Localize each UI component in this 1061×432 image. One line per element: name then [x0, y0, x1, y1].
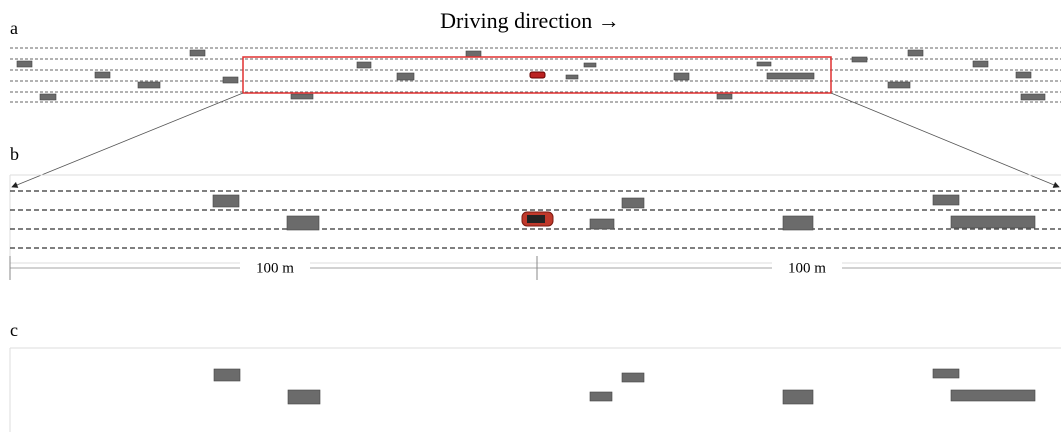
distance-label: 100 m: [256, 260, 294, 276]
panel-b: 100 m 100 m: [10, 175, 1061, 280]
panel-label: b: [10, 144, 19, 164]
panel-a: [10, 48, 1061, 187]
panel-c: [10, 348, 1061, 432]
distance-label: 100 m: [788, 260, 826, 276]
panel-label: a: [10, 18, 18, 38]
title: Driving direction →: [440, 8, 620, 33]
figure: a Driving direction →: [0, 0, 1061, 432]
panel-label: c: [10, 320, 18, 340]
